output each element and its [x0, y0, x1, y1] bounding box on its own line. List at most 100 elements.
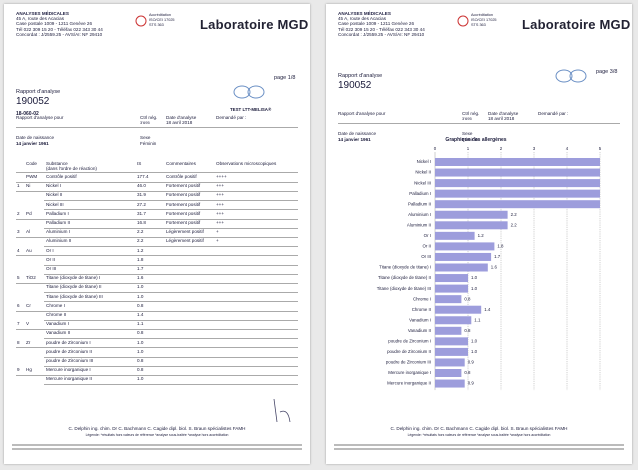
- value-label: 1.7: [494, 254, 501, 259]
- cell-obs: +: [216, 229, 219, 235]
- cell-is: 1.7: [137, 266, 144, 271]
- chart-title: Graphique des allergènes: [445, 137, 507, 143]
- rule: [44, 338, 298, 340]
- logo: Laboratoire MGD: [200, 17, 309, 32]
- field-value: 3'695: [462, 116, 472, 121]
- row-number: 8: [17, 339, 20, 345]
- y-tick-label: Aluminium I: [408, 212, 431, 217]
- field-value: 18 avril 2018: [488, 116, 515, 121]
- y-tick-label: Or II: [422, 244, 431, 249]
- report-ref: 18-060-02: [16, 111, 39, 117]
- cell-code: Ni: [26, 183, 31, 189]
- accreditation: ISO/CEI 17025: [471, 18, 497, 22]
- bar: [435, 305, 482, 314]
- decor: 0 1 2 3 4 5 Nickel I Nickel II Nickel III Palladi…: [377, 15, 602, 391]
- cell-sub: Nickel II: [46, 192, 63, 198]
- bar: [435, 168, 600, 177]
- accreditation: STS 363: [471, 23, 486, 27]
- x-tick-label: 5: [599, 146, 602, 151]
- cell-code: Pd: [26, 210, 32, 216]
- letterhead-line: Tél 022 309 15 20 - Téléfax 022 343 30 4…: [16, 26, 103, 32]
- row-number: 4: [17, 247, 20, 253]
- bar: [435, 379, 465, 388]
- rule: [16, 127, 298, 128]
- table-header: Observations microscopiques: [216, 161, 277, 166]
- rule: [44, 319, 298, 321]
- letterhead-line: ANALYSES MÉDICALES: [16, 11, 69, 16]
- value-label: 0.8: [464, 328, 471, 333]
- rule: [16, 181, 298, 183]
- y-tick-label: Chrome I: [413, 296, 431, 301]
- logo: Laboratoire MGD: [522, 17, 631, 32]
- y-tick-label: Titane (dioxyde de titane) II: [378, 275, 431, 280]
- field-label: Demandé par :: [216, 115, 247, 120]
- fine-print: [12, 448, 302, 450]
- cell-is: 177.4: [137, 174, 149, 179]
- cell-sub: Aluminium I: [46, 229, 70, 235]
- y-tick-label: Vanadium I: [409, 317, 431, 322]
- bar: [435, 242, 495, 251]
- bar: [435, 263, 488, 272]
- cell-com: Légèrement positif: [166, 229, 204, 235]
- rule: [44, 264, 298, 266]
- cell-obs: +++: [216, 201, 225, 207]
- rule: [16, 375, 298, 376]
- cell-is: 1.6: [137, 275, 144, 281]
- cell-obs: +: [216, 238, 219, 244]
- field-label: Demandé par :: [538, 111, 569, 116]
- cell-is: 1.8: [137, 256, 144, 262]
- cell-sub: Vanadium I: [46, 321, 69, 327]
- bar: [435, 284, 468, 293]
- cell-code: Hg: [26, 367, 32, 373]
- cell-com: Fortement positif: [166, 192, 201, 198]
- row-number: 6: [17, 302, 20, 308]
- bars: [435, 158, 600, 388]
- cell-sub: Mercure inorganique II: [46, 376, 92, 382]
- table-header: (dans l'ordre de réaction): [46, 166, 97, 171]
- cell-is: 31.7: [137, 210, 146, 216]
- letterhead-line: 45 A, route des Acacias: [338, 16, 387, 22]
- rule: [44, 365, 298, 367]
- cell-code: Au: [26, 247, 32, 253]
- table-header: Substance: [46, 161, 68, 166]
- cell-is: 46.0: [137, 183, 146, 189]
- melisa-logo: [569, 69, 587, 83]
- field-value: Féminin: [462, 136, 479, 142]
- cell-is: 2.2: [137, 229, 144, 235]
- row-number: 2: [17, 210, 20, 216]
- y-tick-label: Palladium I: [409, 191, 431, 196]
- rule: [44, 301, 298, 303]
- bar: [435, 337, 468, 346]
- accreditation: Accréditation: [471, 13, 493, 17]
- cell-is: 0.8: [137, 367, 144, 373]
- value-label: 0.9: [468, 381, 475, 386]
- cell-code: TiO2: [26, 275, 36, 281]
- field-label: Ctrl nég.: [140, 115, 158, 120]
- melisa-logo: [247, 85, 265, 99]
- field-label: Date d'analyse: [166, 115, 197, 120]
- bar: [435, 295, 462, 304]
- cell-sub: Chrome I: [46, 302, 65, 308]
- cell-is: 1.4: [137, 312, 144, 317]
- y-tick-label: Aluminium II: [407, 222, 431, 227]
- cell-is: 1.0: [137, 348, 144, 354]
- bar: [435, 158, 600, 166]
- letterhead-line: Case postale 1009 - 1211 Genève 26: [16, 21, 93, 27]
- cell-sub: Or I: [46, 247, 54, 253]
- cell-sub: Nickel I: [46, 183, 62, 189]
- y-tick-label: Palladium II: [408, 201, 431, 206]
- bar: [435, 179, 600, 188]
- value-label: 1.0: [471, 286, 478, 291]
- report-number: 190052: [16, 96, 50, 107]
- y-tick-label: poudre de Zirconium II: [387, 349, 431, 354]
- rule: [16, 310, 298, 312]
- y-tick-label: Vanadium II: [408, 328, 431, 333]
- cell-is: 1.0: [137, 293, 144, 299]
- table-header: Commentaires: [166, 161, 196, 166]
- value-label: 1.0: [471, 349, 478, 354]
- field-label: Date de naissance: [338, 131, 377, 136]
- row-number: 9: [17, 367, 20, 373]
- field-value: 14 janvier 1961: [16, 140, 49, 146]
- value-label: 1.1: [474, 317, 481, 322]
- rule: [16, 283, 298, 284]
